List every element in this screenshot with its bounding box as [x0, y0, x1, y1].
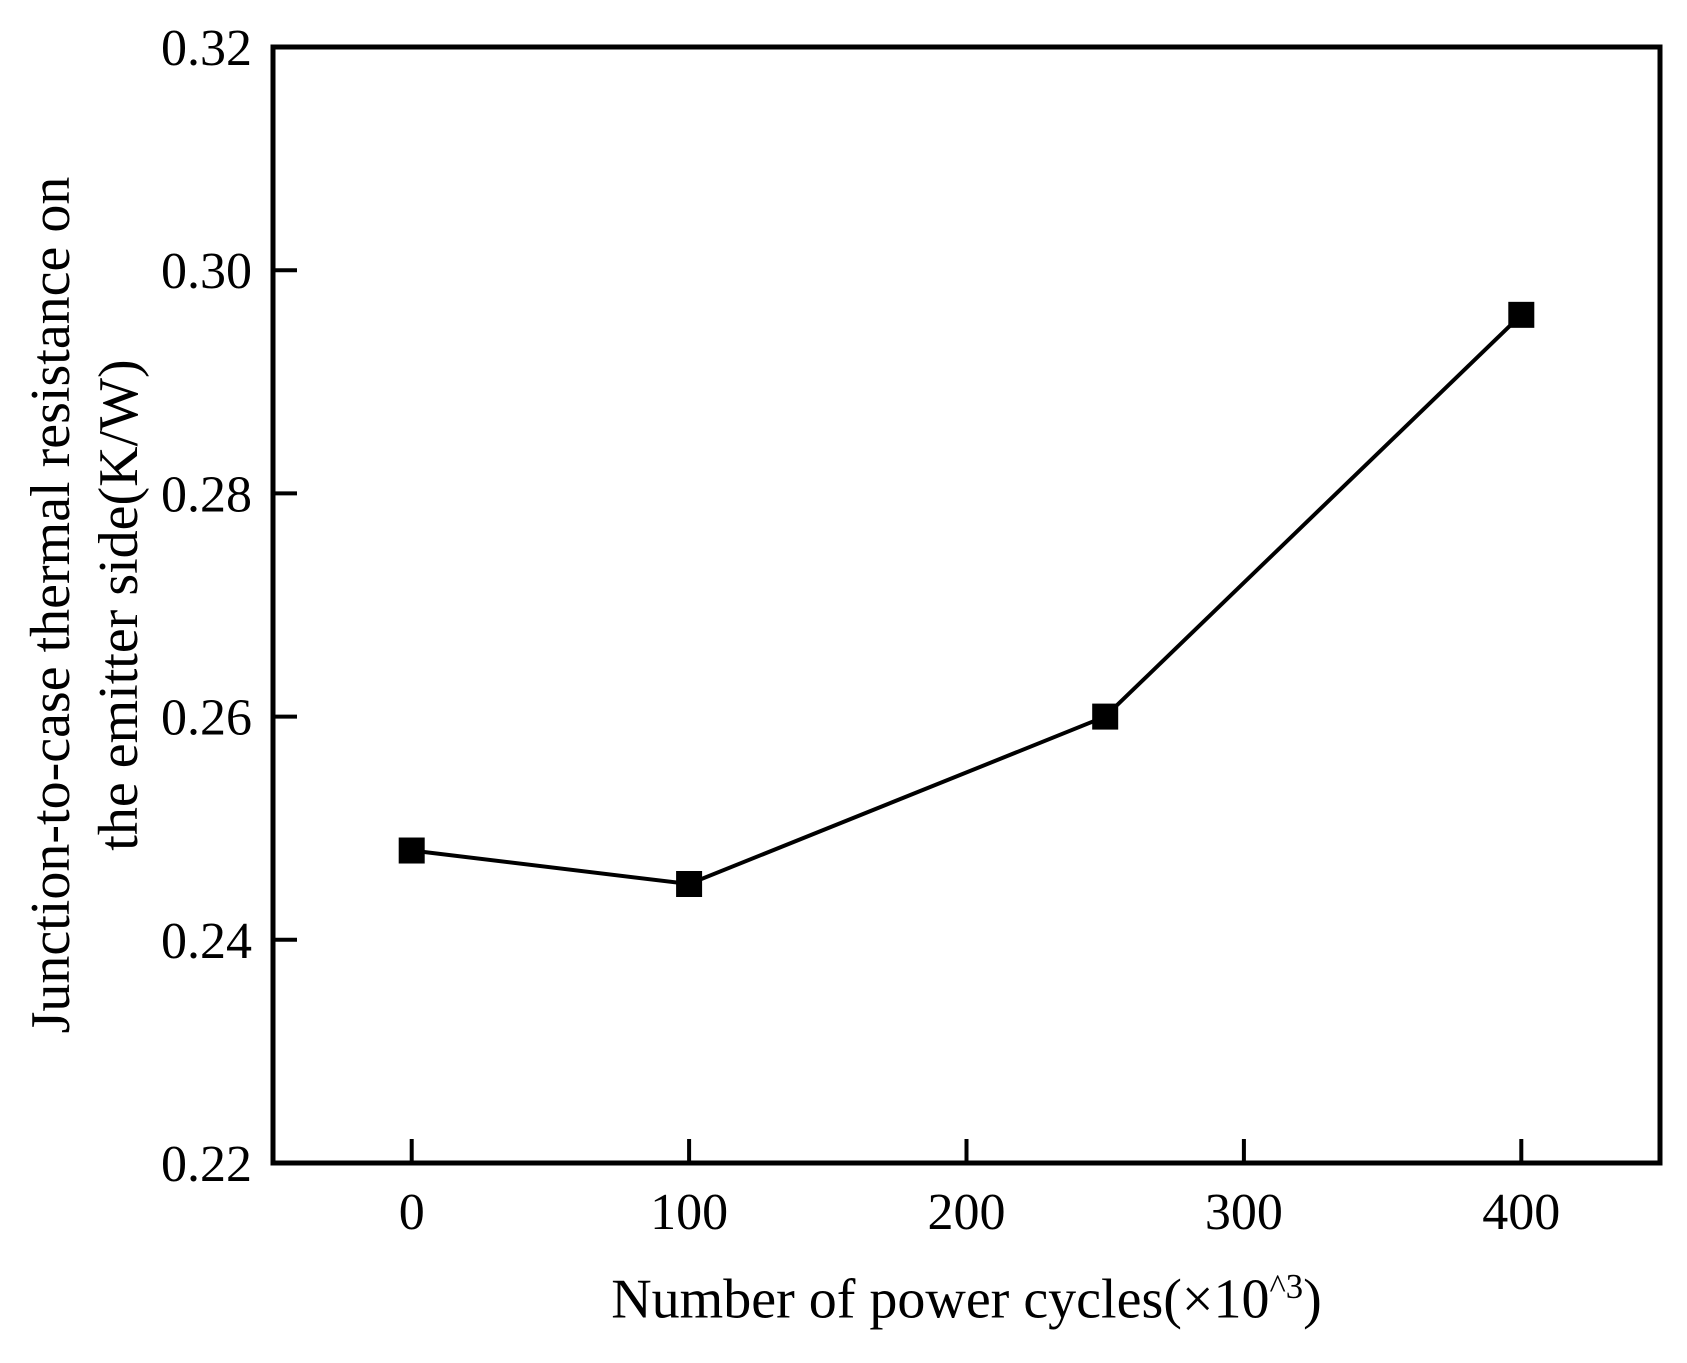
x-axis-tick-label: 200	[928, 1184, 1006, 1241]
data-point-marker	[398, 837, 425, 864]
x-axis-title: Number of power cycles(×10^3)	[273, 1252, 1660, 1335]
data-line	[411, 313, 1523, 887]
y-axis-tick-label: 0.30	[161, 243, 252, 300]
y-axis-title-line-2: the emitter side(K/W)	[88, 359, 150, 851]
y-axis-tick-label: 0.28	[161, 466, 252, 523]
x-axis-tick-label: 400	[1482, 1184, 1560, 1241]
y-axis-title-line-1: Junction-to-case thermal resistance on	[20, 176, 82, 1034]
y-axis-tick-label: 0.26	[161, 690, 252, 747]
plot-border	[270, 44, 1663, 1166]
data-point-marker	[1092, 703, 1119, 730]
x-axis-tick-label: 0	[399, 1184, 425, 1241]
data-point-marker	[1508, 301, 1535, 328]
x-axis-title-closing-paren: )	[1303, 1268, 1322, 1331]
y-axis-tick-label: 0.24	[161, 913, 252, 970]
x-axis-title-text: Number of power cycles(×10	[611, 1268, 1270, 1331]
x-axis-title-superscript: ^3	[1269, 1267, 1304, 1306]
y-axis-tick-label: 0.22	[161, 1136, 252, 1193]
data-point-marker	[676, 871, 703, 897]
y-axis-tick-label: 0.32	[161, 20, 252, 77]
x-axis-tick-label: 300	[1205, 1184, 1283, 1241]
y-axis-title-rotated-block: Junction-to-case thermal resistance on t…	[17, 0, 167, 1305]
x-axis-tick-label: 100	[650, 1184, 728, 1241]
